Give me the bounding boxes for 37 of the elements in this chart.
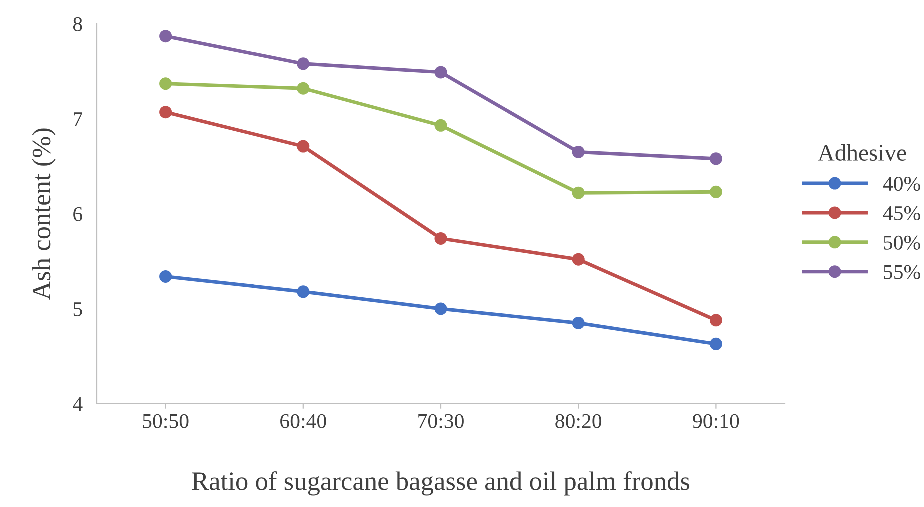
x-tick-label: 80:20 [556, 414, 602, 428]
point [434, 232, 448, 245]
point [434, 119, 448, 132]
point [297, 140, 310, 153]
point [160, 30, 172, 43]
point [160, 106, 172, 119]
y-axis-title: Ash content (%) [32, 128, 56, 300]
point [297, 286, 310, 298]
point [572, 253, 585, 266]
point [710, 338, 722, 350]
x-tick-label: 90:10 [693, 414, 740, 428]
x-tick-label: 70:30 [418, 414, 464, 428]
point [160, 270, 172, 283]
point [710, 152, 722, 166]
point [572, 317, 585, 330]
y-tick-label: 5 [74, 302, 82, 316]
x-tick-label: 60:40 [280, 414, 326, 428]
y-tick-label: 4 [73, 398, 83, 412]
x-tick-label: 50:50 [143, 414, 189, 428]
point [434, 302, 448, 316]
legend-label: 50% [884, 236, 920, 250]
point [572, 186, 585, 200]
legend-label: 40% [883, 176, 920, 192]
point [297, 82, 310, 95]
legend-label: 55% [884, 265, 920, 280]
point [710, 186, 722, 198]
y-tick-label: 7 [74, 112, 83, 126]
point [160, 78, 172, 90]
point [710, 314, 722, 327]
y-tick-label: 8 [73, 17, 82, 32]
point [297, 58, 310, 70]
legend-label: 45% [883, 206, 920, 221]
y-tick-label: 6 [74, 207, 82, 222]
x-axis-title: Ratio of sugarcane bagasse and oil palm fronds [192, 472, 690, 496]
point [434, 66, 448, 79]
legend-title: Adhesive [818, 144, 906, 162]
point [572, 146, 585, 158]
